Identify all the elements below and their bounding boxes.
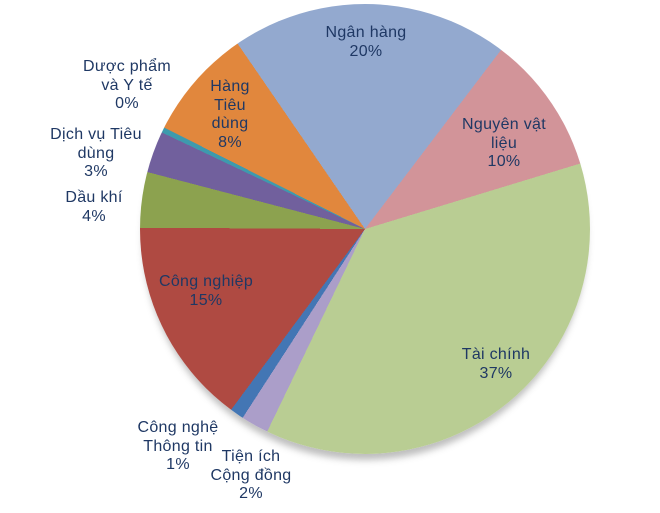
pie-chart	[140, 4, 590, 454]
slice-label-dau-khi: Dầu khí 4%	[65, 189, 123, 225]
slice-label-tien-ich-cong-dong: Tiện ích Cộng đồng 2%	[210, 448, 292, 502]
slice-label-duoc-pham-y-te: Dược phẩm và Y tế 0%	[83, 58, 171, 112]
slice-label-dich-vu-tieu-dung: Dịch vụ Tiêu dùng 3%	[50, 126, 142, 180]
slice-label-cong-nghe-thong-tin: Công nghệ Thông tin 1%	[137, 419, 219, 473]
